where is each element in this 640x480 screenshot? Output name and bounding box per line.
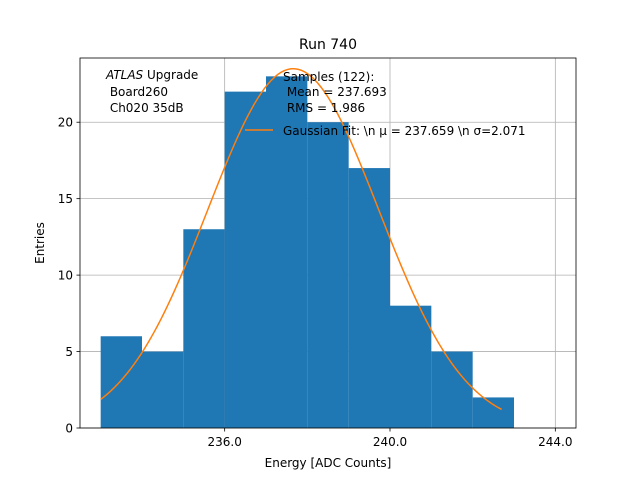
axes-frame [79, 57, 577, 429]
chart-title: Run 740 [299, 37, 357, 53]
legend-samples-line-3: RMS = 1.986 [283, 101, 365, 115]
histogram-bar-6 [348, 168, 390, 428]
y-axis-ticks: 0 5 10 15 20 [58, 116, 80, 436]
gaussian-fit-curve [100, 67, 502, 411]
atlas-annotation: ATLAS Upgrade Board260 Ch020 35dB [105, 68, 198, 115]
x-axis-label: Energy [ADC Counts] [265, 456, 392, 470]
y-tick-label-0: 0 [65, 422, 73, 436]
histogram-bar-0 [100, 336, 142, 428]
y-axis-label: Entries [33, 222, 47, 264]
histogram-bar-3 [224, 91, 266, 429]
histogram-bar-5 [307, 122, 349, 428]
x-tick-label-1: 240.0 [373, 435, 407, 449]
x-tick-label-0: 236.0 [207, 435, 241, 449]
annotation-line-1: ATLAS Upgrade [105, 68, 198, 82]
y-tick-label-3: 15 [58, 192, 73, 206]
x-tick-label-2: 244.0 [538, 435, 572, 449]
histogram-bar-1 [142, 351, 184, 428]
histogram-bar-9 [472, 397, 514, 428]
histogram-bar-7 [390, 305, 432, 428]
y-tick-label-2: 10 [58, 269, 73, 283]
annotation-line-3: Ch020 35dB [106, 101, 184, 115]
legend: Samples (122): Mean = 237.693 RMS = 1.98… [245, 70, 526, 138]
histogram-bar-4 [266, 76, 308, 428]
legend-samples-line-1: Samples (122): [283, 70, 374, 84]
legend-fit-label: Gaussian Fit: \n μ = 237.659 \n σ=2.071 [283, 124, 526, 138]
legend-samples-line-2: Mean = 237.693 [283, 85, 387, 99]
histogram-bars [100, 76, 514, 429]
annotation-line-2: Board260 [106, 85, 168, 99]
histogram-bar-2 [183, 229, 225, 428]
x-axis-ticks: 236.0 240.0 244.0 [207, 428, 573, 449]
y-tick-label-4: 20 [58, 116, 73, 130]
y-tick-label-1: 5 [65, 345, 73, 359]
